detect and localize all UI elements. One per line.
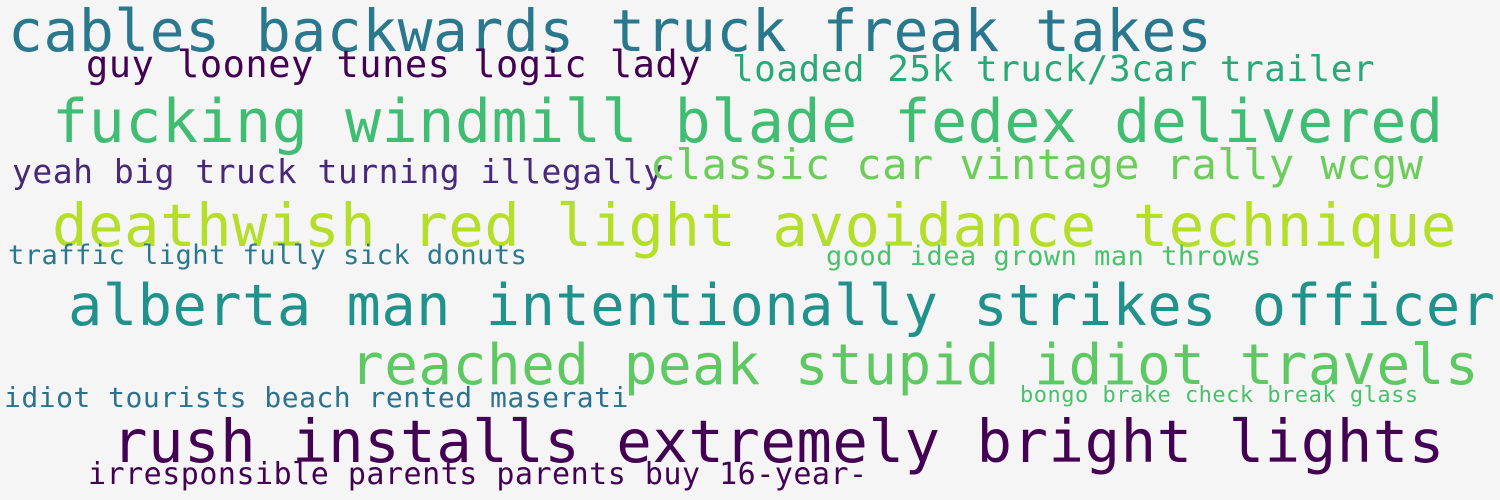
phrase-cables-backwards: cables backwards truck freak takes [8, 0, 1213, 65]
phrase-deathwish-red-light: deathwish red light avoidance technique [52, 191, 1457, 260]
phrase-peak-stupid: reached peak stupid idiot travels [350, 333, 1480, 398]
phrase-irresponsible-parents: irresponsible parents parents buy 16-yea… [88, 457, 868, 492]
phrase-good-idea-grown-man: good idea grown man throws [826, 241, 1262, 272]
phrase-alberta-man: alberta man intentionally strikes office… [68, 273, 1496, 339]
phrase-idiot-tourists: idiot tourists beach rented maserati [4, 381, 629, 414]
phrase-classic-car-rally: classic car vintage rally wcgw [650, 140, 1424, 189]
phrase-bongo-brake-check: bongo brake check break glass [1020, 383, 1419, 408]
phrase-rush-installs-lights: rush installs extremely bright lights [112, 407, 1445, 476]
phrase-guy-looney-tunes: guy looney tunes logic lady [86, 43, 701, 86]
phrase-windmill-blade: fucking windmill blade fedex delivered [52, 87, 1444, 157]
phrase-big-truck-turning: yeah big truck turning illegally [12, 152, 664, 191]
phrase-loaded-25k-truck: loaded 25k truck/3car trailer [732, 49, 1376, 90]
phrase-traffic-light-donuts: traffic light fully sick donuts [8, 240, 528, 271]
